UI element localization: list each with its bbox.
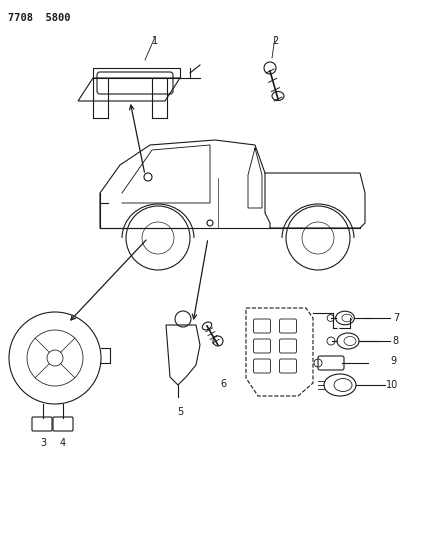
Text: 3: 3 xyxy=(40,438,46,448)
Text: 8: 8 xyxy=(392,336,398,346)
Text: 6: 6 xyxy=(220,379,226,389)
Text: 4: 4 xyxy=(60,438,66,448)
Text: 5: 5 xyxy=(177,407,183,417)
Text: 7708  5800: 7708 5800 xyxy=(8,13,71,23)
Text: 10: 10 xyxy=(386,380,398,390)
Text: 2: 2 xyxy=(272,36,278,46)
Text: 7: 7 xyxy=(393,313,399,323)
Text: 9: 9 xyxy=(390,356,396,366)
Text: 1: 1 xyxy=(152,36,158,46)
